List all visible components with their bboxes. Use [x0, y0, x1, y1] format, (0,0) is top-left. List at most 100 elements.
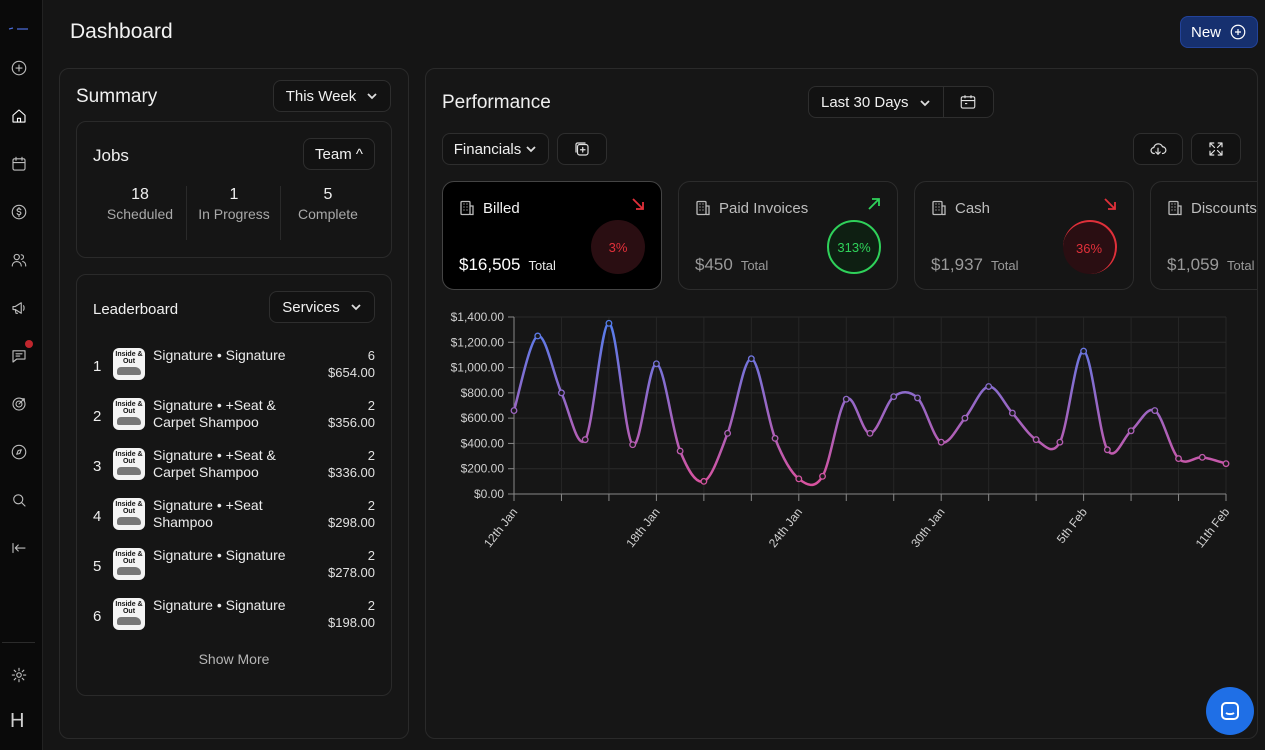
leaderboard-row[interactable]: 4 Inside & Out Signature • +Seat Shampoo…: [93, 496, 375, 534]
date-range-dropdown[interactable]: Last 30 Days: [821, 94, 931, 111]
logo-icon: [8, 27, 28, 30]
users-icon[interactable]: [9, 250, 29, 270]
data-point: [652, 360, 660, 368]
metric-title: Discounts: [1191, 200, 1257, 217]
add-metric-button[interactable]: [557, 133, 607, 165]
data-point: [558, 389, 565, 397]
metric-total-label: Total: [991, 258, 1019, 273]
data-point: [747, 355, 755, 363]
service-thumbnail: Inside & Out: [113, 348, 145, 380]
leaderboard-qty: 2: [367, 598, 375, 613]
period-dropdown[interactable]: This Week: [273, 80, 391, 112]
leaderboard-amount: 2 $336.00: [328, 447, 375, 481]
performance-title: Performance: [442, 92, 551, 113]
metric-value: $1,937: [931, 255, 983, 274]
stat-value: 5: [323, 186, 333, 203]
leaderboard-row[interactable]: 2 Inside & Out Signature • +Seat & Carpe…: [93, 396, 375, 434]
date-range-group: Last 30 Days: [808, 86, 994, 118]
service-thumbnail: Inside & Out: [113, 598, 145, 630]
leaderboard-row[interactable]: 3 Inside & Out Signature • +Seat & Carpe…: [93, 446, 375, 484]
new-button[interactable]: New: [1180, 16, 1258, 48]
target-icon[interactable]: [9, 394, 29, 414]
service-thumbnail: Inside & Out: [113, 548, 145, 580]
leaderboard-service-name: Signature • Signature: [153, 347, 286, 363]
leaderboard-rank: 4: [93, 508, 102, 525]
service-thumbnail: Inside & Out: [113, 448, 145, 480]
team-dropdown[interactable]: Team ^: [303, 138, 375, 170]
data-point: [1127, 427, 1135, 435]
line-chart: $0.00 $200.00 $400.00 $600.00 $800.00 $1,000.…: [451, 310, 1233, 550]
leaderboard-amount: 2 $278.00: [328, 547, 375, 581]
x-tick-label: 30th Jan: [908, 505, 947, 550]
percentage-ring: 36%: [1063, 220, 1117, 274]
messages-icon[interactable]: [9, 346, 29, 366]
category-dropdown[interactable]: Financials: [442, 133, 549, 165]
add-icon[interactable]: [9, 58, 29, 78]
metric-card-cash[interactable]: Cash $1,937 Total 36%: [914, 181, 1134, 290]
building-icon: [459, 200, 475, 216]
data-point: [581, 436, 589, 444]
home-icon[interactable]: [9, 106, 29, 126]
stat-value: 18: [131, 186, 149, 203]
stat-value: 1: [229, 186, 239, 203]
chevron-down-icon: [351, 304, 361, 311]
percentage-ring: 313%: [827, 220, 881, 274]
compass-icon[interactable]: [9, 442, 29, 462]
y-tick-label: $1,200.00: [451, 335, 505, 349]
y-tick-label: $0.00: [474, 487, 504, 501]
metric-total-label: Total: [528, 258, 556, 273]
calendar-picker-icon[interactable]: [959, 93, 977, 111]
service-thumbnail: Inside & Out: [113, 398, 145, 430]
metric-card-paid-invoices[interactable]: Paid Invoices $450 Total 313%: [678, 181, 898, 290]
data-point: [819, 472, 826, 480]
metric-card-billed[interactable]: Billed $16,505 Total 3%: [442, 181, 662, 290]
performance-panel: Performance Last 30 Days Financials Bill…: [425, 68, 1258, 739]
data-point: [1222, 460, 1230, 468]
dollar-icon[interactable]: [9, 202, 29, 222]
chevron-down-icon: [367, 93, 377, 100]
x-tick-label: 18th Jan: [623, 505, 662, 550]
service-thumbnail: Inside & Out: [113, 498, 145, 530]
metric-title: Cash: [955, 200, 991, 217]
expand-button[interactable]: [1191, 133, 1241, 165]
performance-chart: $0.00 $200.00 $400.00 $600.00 $800.00 $1,000.…: [426, 299, 1257, 569]
jobs-title: Jobs: [93, 146, 129, 165]
leaderboard-row[interactable]: 1 Inside & Out Signature • Signature 6 $6…: [93, 346, 375, 384]
show-more-button[interactable]: Show More: [198, 651, 270, 667]
chat-button[interactable]: [1206, 687, 1254, 735]
data-point: [890, 393, 898, 401]
building-icon: [695, 200, 711, 216]
leaderboard-amount: 2 $198.00: [328, 597, 375, 631]
calendar-icon[interactable]: [9, 154, 29, 174]
x-tick-label: 12th Jan: [481, 505, 520, 550]
stat-complete: 5 Complete: [281, 186, 375, 222]
metric-value: $16,505: [459, 255, 521, 274]
collapse-icon[interactable]: [9, 538, 29, 558]
data-point: [914, 394, 921, 402]
leaderboard-rank: 2: [93, 408, 102, 425]
metric-percentage: 36%: [1075, 240, 1103, 256]
stat-label: Complete: [298, 206, 358, 222]
metric-card-discounts[interactable]: Discounts $1,059 Total: [1150, 181, 1257, 290]
data-point: [985, 383, 993, 390]
leaderboard-rank: 5: [93, 558, 102, 575]
services-dropdown[interactable]: Services: [269, 291, 375, 323]
search-icon[interactable]: [9, 490, 29, 510]
leaderboard-rank: 1: [93, 358, 102, 375]
avatar[interactable]: H: [10, 710, 25, 732]
megaphone-icon[interactable]: [9, 298, 29, 318]
leaderboard-row[interactable]: 6 Inside & Out Signature • Signature 2 $1…: [93, 596, 375, 634]
add-square-icon: [575, 142, 589, 156]
settings-icon[interactable]: [9, 665, 29, 685]
y-tick-label: $600.00: [461, 411, 505, 425]
summary-panel: Summary This Week Jobs Team ^ 18 Schedul…: [59, 68, 409, 739]
download-button[interactable]: [1133, 133, 1183, 165]
data-point: [676, 447, 684, 455]
stat-divider: [186, 186, 187, 240]
leaderboard-rank: 3: [93, 458, 102, 475]
leaderboard-qty: 2: [367, 548, 375, 563]
leaderboard-service-name: Signature • +Seat Shampoo: [153, 497, 263, 530]
thumb-text: Inside & Out: [115, 501, 143, 515]
leaderboard-row[interactable]: 5 Inside & Out Signature • Signature 2 $2…: [93, 546, 375, 584]
services-dropdown-label: Services: [282, 298, 340, 316]
